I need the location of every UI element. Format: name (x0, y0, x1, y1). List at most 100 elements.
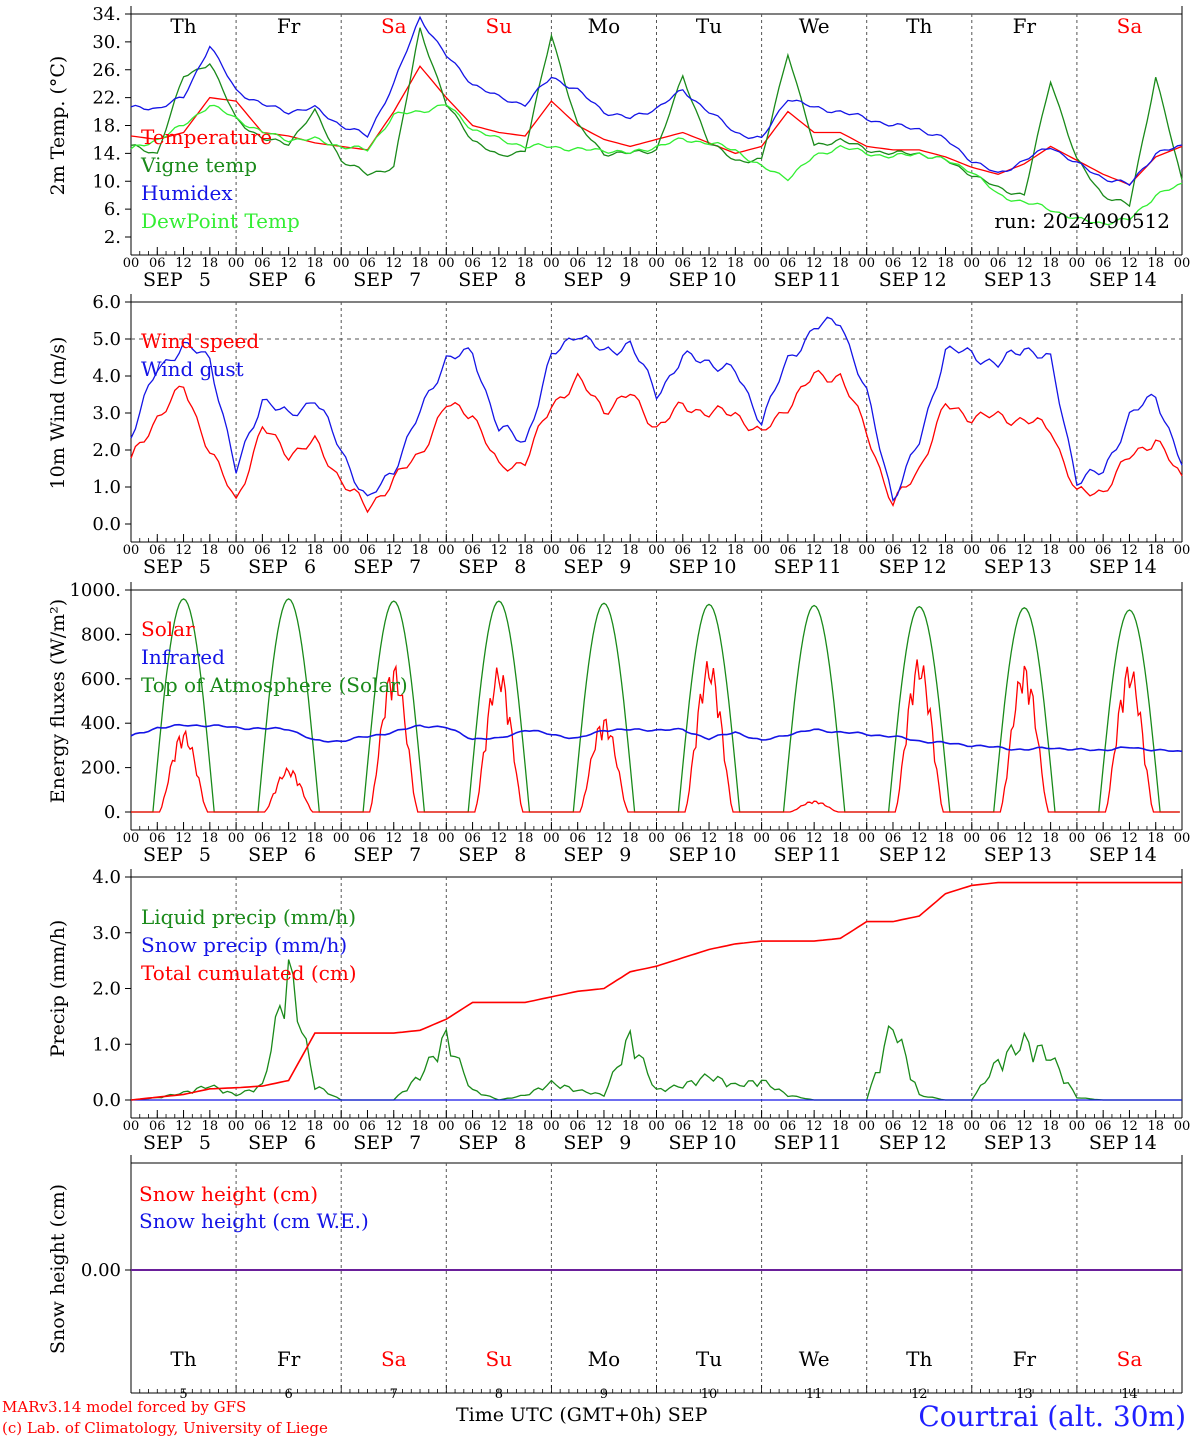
date-month-label: SEP (353, 556, 393, 578)
hour-tick-label: 18 (937, 1119, 954, 1134)
date-month-label: SEP (774, 269, 814, 291)
date-day-label: 6 (304, 269, 316, 291)
date-day-label: 13 (1028, 1132, 1052, 1154)
hour-tick-label: 00 (753, 831, 770, 846)
hour-tick-label: 18 (727, 831, 744, 846)
date-day-label: 5 (199, 844, 211, 866)
hour-tick-label: 06 (1095, 256, 1112, 271)
hour-tick-label: 18 (517, 256, 534, 271)
hour-tick-label: 12 (385, 543, 402, 558)
series-line-dewpoint-temp (130, 104, 1183, 226)
hour-tick-label: 00 (438, 256, 455, 271)
weekday-label-bottom: Sa (1117, 1347, 1143, 1371)
day-number-label: 11 (806, 1387, 823, 1402)
date-month-label: SEP (248, 844, 288, 866)
date-month-label: SEP (563, 1132, 603, 1154)
hour-tick-label: 18 (727, 1119, 744, 1134)
legend-entry: Snow height (cm) (139, 1182, 318, 1206)
hour-tick-label: 06 (359, 256, 376, 271)
hour-tick-label: 00 (858, 1119, 875, 1134)
y-tick-label: 2.0 (92, 979, 121, 1000)
weekday-label-bottom: We (799, 1347, 830, 1371)
date-month-label: SEP (669, 269, 709, 291)
hour-tick-label: 18 (832, 256, 849, 271)
hour-tick-label: 00 (123, 831, 140, 846)
date-day-label: 7 (409, 844, 421, 866)
y-axis-label: Energy fluxes (W/m²) (47, 599, 69, 803)
hour-tick-label: 00 (228, 256, 245, 271)
hour-tick-label: 00 (753, 256, 770, 271)
date-day-label: 12 (923, 844, 947, 866)
series-line-top-of-atmosphere (131, 598, 1180, 813)
hour-tick-label: 00 (228, 543, 245, 558)
date-day-label: 13 (1028, 844, 1052, 866)
station-label: Courtrai (alt. 30m) (918, 1400, 1186, 1433)
hour-tick-label: 06 (1095, 543, 1112, 558)
hour-tick-label: 06 (464, 543, 481, 558)
day-number-label: 6 (285, 1387, 293, 1402)
hour-tick-label: 06 (359, 831, 376, 846)
date-day-label: 8 (514, 1132, 526, 1154)
day-number-label: 9 (600, 1387, 608, 1402)
hour-tick-label: 18 (622, 256, 639, 271)
date-month-label: SEP (879, 556, 919, 578)
hour-tick-label: 00 (333, 1119, 350, 1134)
date-month-label: SEP (563, 844, 603, 866)
hour-tick-label: 06 (149, 543, 166, 558)
hour-tick-label: 06 (359, 1119, 376, 1134)
hour-tick-label: 06 (149, 256, 166, 271)
day-number-label: 14 (1121, 1387, 1138, 1402)
hour-tick-label: 12 (385, 831, 402, 846)
date-month-label: SEP (774, 556, 814, 578)
hour-tick-label: 00 (1069, 543, 1086, 558)
date-day-label: 11 (817, 556, 841, 578)
hour-tick-label: 12 (175, 543, 192, 558)
weekday-label: Sa (1117, 14, 1143, 38)
hour-tick-label: 12 (1121, 543, 1138, 558)
hour-tick-label: 00 (964, 831, 981, 846)
y-axis-label: Snow height (cm) (47, 1184, 69, 1354)
hour-tick-label: 18 (1042, 256, 1059, 271)
hour-tick-label: 06 (1095, 1119, 1112, 1134)
date-month-label: SEP (669, 844, 709, 866)
hour-tick-label: 00 (858, 831, 875, 846)
weekday-label-bottom: Fr (1013, 1347, 1037, 1371)
y-tick-label: 26. (92, 60, 121, 81)
hour-tick-label: 12 (806, 831, 823, 846)
y-tick-label: 400. (81, 713, 121, 734)
hour-tick-label: 06 (569, 256, 586, 271)
hour-tick-label: 06 (675, 256, 692, 271)
hour-tick-label: 00 (438, 1119, 455, 1134)
hour-tick-label: 00 (1069, 831, 1086, 846)
hour-tick-label: 12 (385, 256, 402, 271)
weekday-label-bottom: Fr (277, 1347, 301, 1371)
weekday-label: Th (170, 14, 196, 38)
day-number-label: 12 (911, 1387, 928, 1402)
hour-tick-label: 06 (885, 256, 902, 271)
time-axis-label: Time UTC (GMT+0h) SEP (456, 1404, 708, 1426)
hour-tick-label: 18 (412, 256, 429, 271)
hour-tick-label: 12 (701, 256, 718, 271)
hour-tick-label: 18 (412, 1119, 429, 1134)
hour-tick-label: 00 (648, 256, 665, 271)
date-day-label: 14 (1133, 1132, 1157, 1154)
hour-tick-label: 06 (885, 543, 902, 558)
hour-tick-label: 00 (753, 1119, 770, 1134)
legend-entry: Solar (141, 617, 195, 641)
hour-tick-label: 06 (569, 543, 586, 558)
hour-tick-label: 00 (964, 1119, 981, 1134)
run-annotation: run: 2024090512 (994, 209, 1170, 233)
y-tick-label: 800. (81, 624, 121, 645)
date-day-label: 14 (1133, 269, 1157, 291)
date-month-label: SEP (353, 1132, 393, 1154)
date-day-label: 5 (199, 556, 211, 578)
model-credit: MARv3.14 model forced by GFS (2, 1398, 247, 1416)
hour-tick-label: 12 (596, 543, 613, 558)
hour-tick-label: 18 (622, 1119, 639, 1134)
series-line-total-cumulated (130, 881, 1182, 1101)
date-month-label: SEP (879, 269, 919, 291)
lab-credit: (c) Lab. of Climatology, University of L… (2, 1419, 328, 1437)
hour-tick-label: 12 (596, 1119, 613, 1134)
series-line-infrared (130, 723, 1183, 753)
hour-tick-label: 06 (780, 831, 797, 846)
